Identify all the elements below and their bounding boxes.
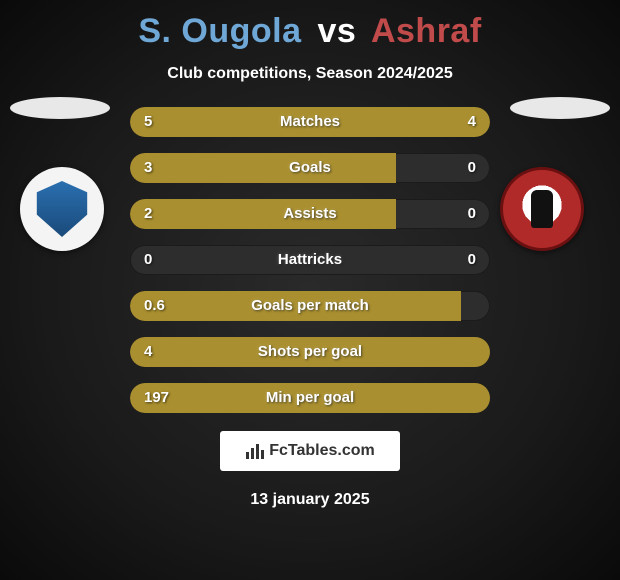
stat-row: Goals3 0 xyxy=(130,153,490,183)
stat-value-right: 4 xyxy=(468,107,476,137)
fctables-logo: FcTables.com xyxy=(220,431,400,471)
subtitle: Club competitions, Season 2024/2025 xyxy=(0,65,620,83)
player2-name: Ashraf xyxy=(371,12,482,50)
stat-row: Matches5 4 xyxy=(130,107,490,137)
stat-value-left: 2 xyxy=(144,199,152,229)
left-ellipse-decoration xyxy=(10,97,110,119)
stat-value-left: 3 xyxy=(144,153,152,183)
stat-value-left: 197 xyxy=(144,383,169,413)
vs-text: vs xyxy=(317,12,356,50)
stat-value-right: 0 xyxy=(468,199,476,229)
brand-text: FcTables.com xyxy=(269,442,375,460)
stat-label: Shots per goal xyxy=(130,337,490,367)
stat-label: Min per goal xyxy=(130,383,490,413)
pyramids-crest-icon xyxy=(20,167,104,251)
stats-container: Matches54Goals30Assists20Hattricks00Goal… xyxy=(130,107,490,413)
stat-row: Min per goal197 xyxy=(130,383,490,413)
stat-label: Goals per match xyxy=(130,291,490,321)
stat-value-left: 0 xyxy=(144,245,152,275)
stat-row: Hattricks0 0 xyxy=(130,245,490,275)
stat-row: Assists2 0 xyxy=(130,199,490,229)
stat-value-left: 4 xyxy=(144,337,152,367)
date-text: 13 january 2025 xyxy=(0,491,620,509)
stat-value-left: 5 xyxy=(144,107,152,137)
stat-row: Goals per match0.6 xyxy=(130,291,490,321)
stat-row: Shots per goal4 xyxy=(130,337,490,367)
stat-label: Hattricks xyxy=(130,245,490,275)
bars-icon xyxy=(245,442,265,460)
comparison-title: S. Ougola vs Ashraf xyxy=(0,0,620,51)
content-area: Matches54Goals30Assists20Hattricks00Goal… xyxy=(0,107,620,509)
player1-name: S. Ougola xyxy=(138,12,301,50)
left-club-badge xyxy=(20,167,120,267)
stat-value-right: 0 xyxy=(468,153,476,183)
right-club-badge xyxy=(500,167,600,267)
stat-label: Assists xyxy=(130,199,490,229)
stat-value-left: 0.6 xyxy=(144,291,165,321)
right-ellipse-decoration xyxy=(510,97,610,119)
ghazl-crest-icon xyxy=(500,167,584,251)
stat-label: Goals xyxy=(130,153,490,183)
stat-label: Matches xyxy=(130,107,490,137)
stat-value-right: 0 xyxy=(468,245,476,275)
